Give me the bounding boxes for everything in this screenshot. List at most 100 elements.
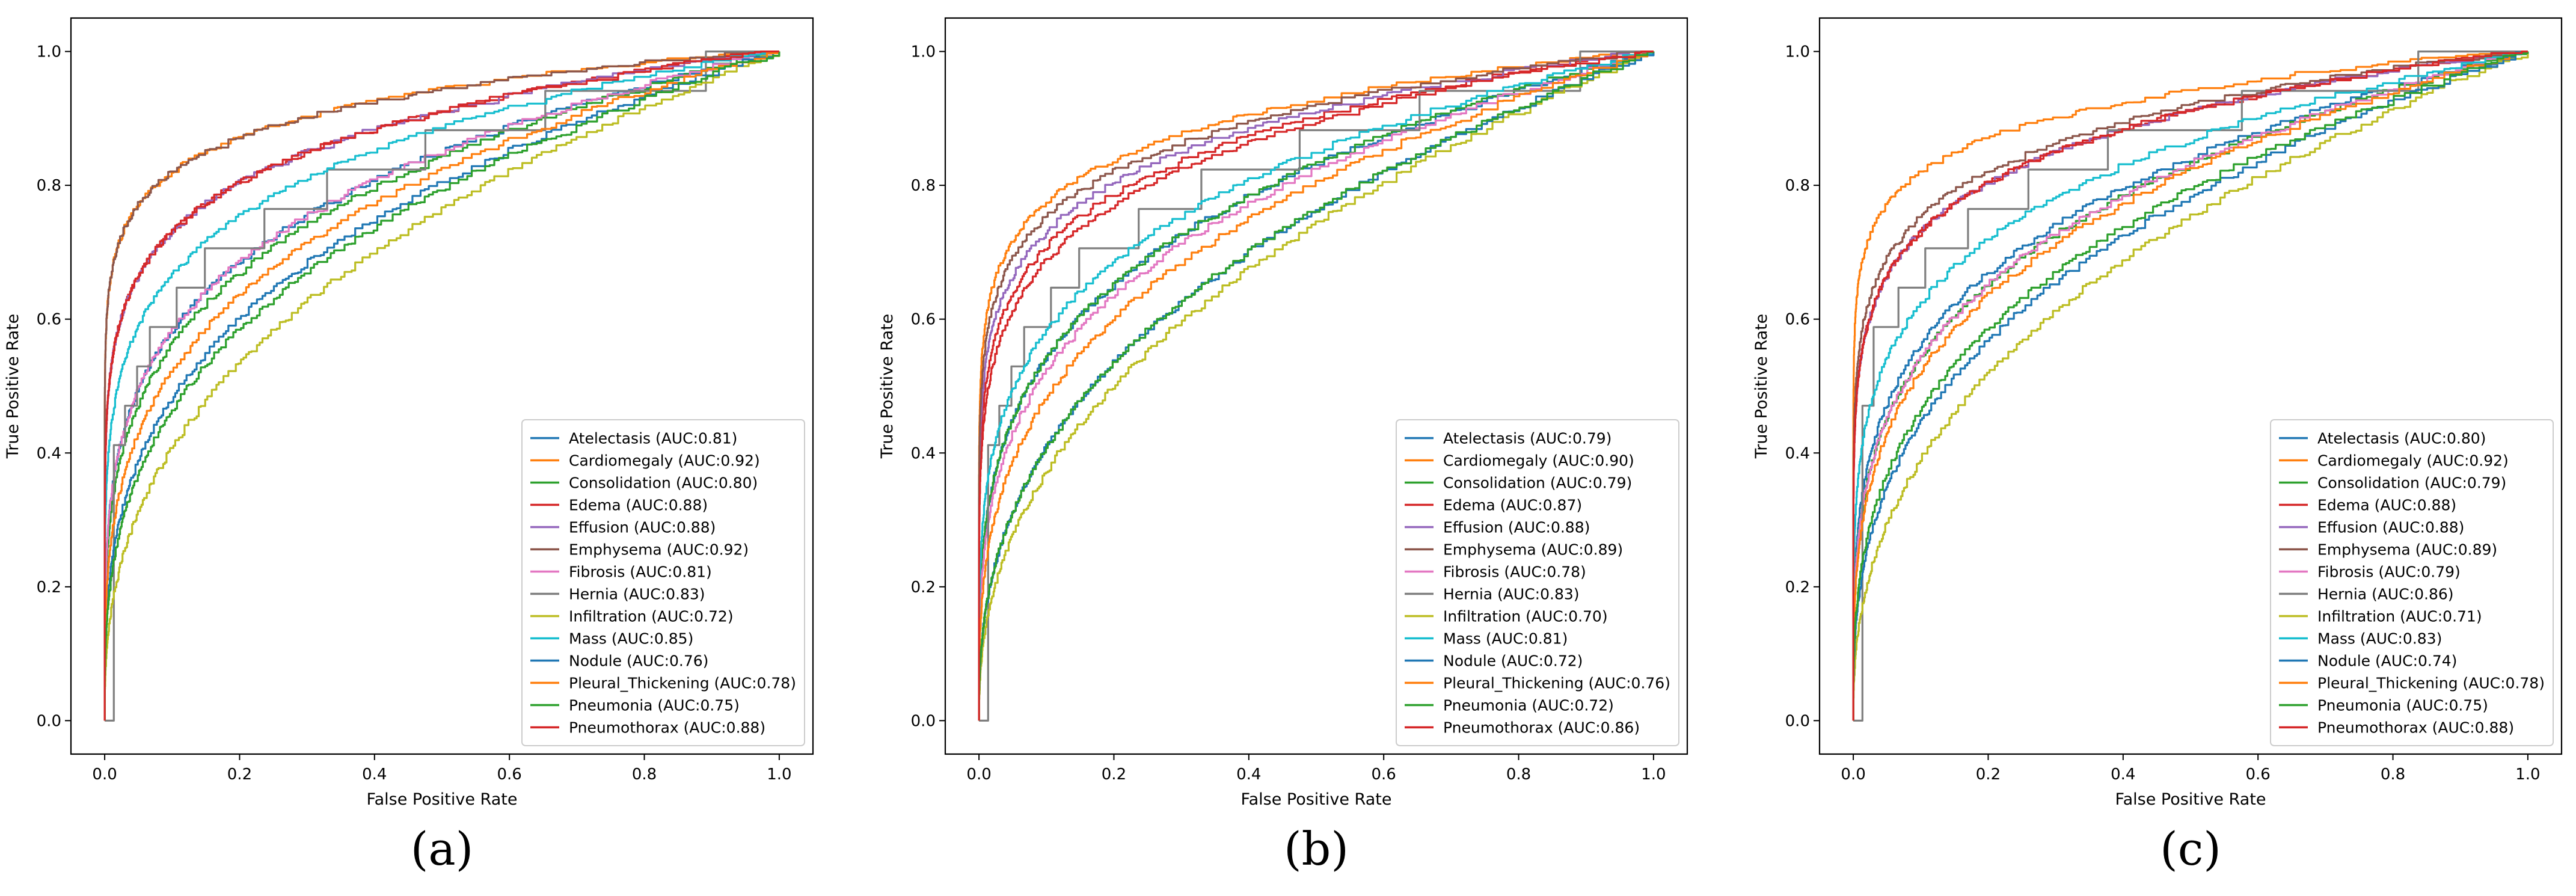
roc-curve-8 — [1853, 51, 2528, 722]
legend: Atelectasis (AUC:0.81) Cardiomegaly (AUC:… — [521, 419, 805, 746]
legend-label: Nodule (AUC:0.76) — [569, 652, 708, 670]
y-tick-label: 0.6 — [911, 311, 936, 329]
x-axis-label: False Positive Rate — [2115, 790, 2266, 809]
roc-curve-11 — [103, 51, 780, 721]
roc-curve-5 — [978, 51, 1654, 721]
y-axis-label: True Positive Rate — [1752, 314, 1771, 459]
legend-label: Pleural_Thickening (AUC:0.78) — [2317, 675, 2545, 692]
plot-area — [978, 51, 1655, 722]
y-axis-label: True Positive Rate — [4, 314, 22, 459]
y-tick-label: 0.2 — [911, 578, 936, 597]
panel-label: (b) — [1284, 822, 1349, 876]
x-axis-label: False Positive Rate — [1241, 790, 1392, 809]
y-tick-label: 1.0 — [37, 43, 61, 61]
legend-box — [521, 419, 805, 746]
roc-curve-14 — [1852, 51, 2528, 721]
legend-label: Pneumonia (AUC:0.75) — [2317, 697, 2488, 714]
legend-label: Pleural_Thickening (AUC:0.76) — [1443, 675, 1670, 692]
x-tick-label: 0.6 — [1372, 766, 1396, 784]
y-tick-label: 0.8 — [911, 177, 936, 195]
roc-curve-13 — [1852, 51, 2529, 721]
legend-label: Atelectasis (AUC:0.79) — [1443, 430, 1612, 447]
x-tick-label: 0.8 — [1506, 766, 1531, 784]
roc-curve-8 — [105, 51, 779, 722]
y-tick-label: 0.8 — [1785, 177, 1810, 195]
roc-curve-7 — [1852, 51, 2529, 721]
legend-label: Cardiomegaly (AUC:0.92) — [2317, 452, 2509, 470]
legend-label: Pneumonia (AUC:0.72) — [1443, 697, 1614, 714]
legend-label: Pleural_Thickening (AUC:0.78) — [569, 675, 796, 692]
legend-label: Infiltration (AUC:0.71) — [2317, 608, 2482, 625]
y-tick-label: 0.6 — [1785, 311, 1810, 329]
x-tick-label: 0.0 — [966, 766, 991, 784]
plot-area — [103, 51, 780, 722]
x-tick-label: 1.0 — [2515, 766, 2540, 784]
legend-label: Infiltration (AUC:0.70) — [1443, 608, 1608, 625]
roc-curve-9 — [1852, 51, 2529, 721]
x-axis-label: False Positive Rate — [367, 790, 518, 809]
legend-label: Pneumothorax (AUC:0.86) — [1443, 719, 1640, 737]
roc-curve-6 — [103, 51, 779, 721]
legend-label: Cardiomegaly (AUC:0.92) — [569, 452, 760, 470]
panel-label: (a) — [411, 822, 474, 876]
legend-label: Edema (AUC:0.88) — [569, 497, 708, 514]
legend-label: Fibrosis (AUC:0.78) — [1443, 563, 1586, 581]
axes-frame — [70, 17, 814, 755]
legend-label: Mass (AUC:0.85) — [569, 630, 693, 648]
legend-label: Atelectasis (AUC:0.80) — [2317, 430, 2486, 447]
roc-curve-1 — [1852, 51, 2528, 721]
x-tick-label: 0.2 — [1102, 766, 1126, 784]
roc-curve-10 — [103, 51, 779, 721]
x-tick-label: 1.0 — [1641, 766, 1666, 784]
legend-label: Mass (AUC:0.83) — [2317, 630, 2442, 648]
roc-curve-6 — [978, 51, 1655, 721]
y-tick-label: 0.4 — [37, 444, 61, 462]
roc-curve-13 — [978, 51, 1655, 721]
legend-label: Mass (AUC:0.81) — [1443, 630, 1568, 648]
y-axis-label: True Positive Rate — [878, 314, 897, 459]
roc-curve-2 — [978, 51, 1654, 721]
roc-curve-4 — [978, 51, 1654, 721]
roc-curve-12 — [1852, 51, 2529, 721]
legend-label: Atelectasis (AUC:0.81) — [569, 430, 737, 447]
x-tick-label: 0.4 — [1236, 766, 1261, 784]
y-tick-label: 0.4 — [1785, 444, 1810, 462]
roc-curve-2 — [1852, 51, 2528, 721]
legend-box — [1396, 419, 1679, 746]
legend-label: Hernia (AUC:0.83) — [569, 586, 705, 603]
y-tick-label: 0.6 — [37, 311, 61, 329]
x-tick-label: 0.8 — [2381, 766, 2405, 784]
legend-label: Effusion (AUC:0.88) — [2317, 519, 2464, 536]
legend-label: Emphysema (AUC:0.89) — [1443, 541, 1623, 559]
axes-frame — [1818, 17, 2563, 755]
roc-curve-14 — [978, 51, 1654, 721]
legend-box — [2270, 419, 2554, 746]
legend-label: Edema (AUC:0.87) — [1443, 497, 1582, 514]
legend-label: Emphysema (AUC:0.89) — [2317, 541, 2497, 559]
legend-label: Edema (AUC:0.88) — [2317, 497, 2456, 514]
roc-curve-14 — [103, 51, 779, 721]
y-tick-label: 0.2 — [37, 578, 61, 597]
roc-curve-9 — [103, 51, 780, 721]
legend-label: Fibrosis (AUC:0.79) — [2317, 563, 2461, 581]
y-tick-label: 0.0 — [37, 712, 61, 730]
legend-label: Consolidation (AUC:0.79) — [1443, 474, 1632, 492]
chart-panel-2: 0.0 0.2 0.4 0.6 0.8 1.0 0.0 0.2 0.4 0.6 0.8 1.0 Fals… — [878, 17, 1688, 876]
panel-label: (c) — [2160, 822, 2221, 876]
legend-label: Cardiomegaly (AUC:0.90) — [1443, 452, 1634, 470]
roc-curve-7 — [103, 51, 780, 721]
roc-curve-8 — [979, 51, 1654, 722]
x-tick-label: 1.0 — [767, 766, 791, 784]
roc-curve-12 — [103, 51, 780, 721]
legend-label: Hernia (AUC:0.86) — [2317, 586, 2454, 603]
roc-curve-10 — [978, 51, 1655, 721]
x-tick-label: 0.6 — [497, 766, 522, 784]
roc-curve-3 — [978, 51, 1654, 721]
x-tick-label: 0.0 — [92, 766, 117, 784]
y-tick-label: 1.0 — [911, 43, 936, 61]
x-tick-label: 0.4 — [362, 766, 387, 784]
axes-frame — [944, 17, 1688, 755]
y-tick-label: 0.0 — [1785, 712, 1810, 730]
chart-panel-1: 0.0 0.2 0.4 0.6 0.8 1.0 0.0 0.2 0.4 0.6 0.8 1.0 Fals… — [4, 17, 814, 876]
legend-label: Pneumothorax (AUC:0.88) — [569, 719, 765, 737]
